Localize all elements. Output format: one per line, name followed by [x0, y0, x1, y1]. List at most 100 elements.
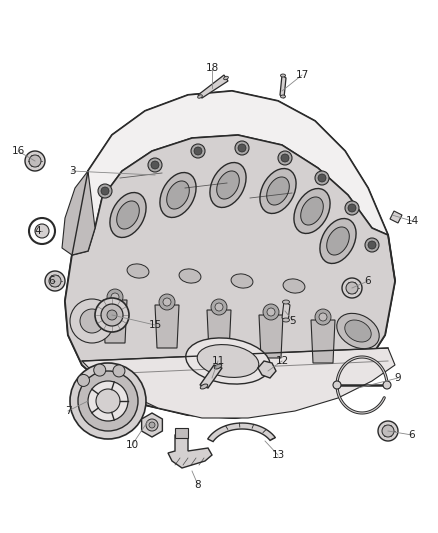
Ellipse shape: [186, 338, 270, 384]
Ellipse shape: [200, 384, 208, 389]
Circle shape: [101, 304, 123, 326]
Text: 3: 3: [69, 166, 75, 176]
Circle shape: [346, 282, 358, 294]
Ellipse shape: [210, 163, 246, 207]
Text: 15: 15: [148, 320, 162, 330]
Circle shape: [29, 155, 41, 167]
Circle shape: [211, 299, 227, 315]
Circle shape: [107, 289, 123, 305]
Polygon shape: [200, 365, 222, 388]
Circle shape: [149, 422, 155, 428]
Polygon shape: [65, 135, 395, 418]
Circle shape: [95, 298, 129, 332]
Text: 4: 4: [35, 226, 41, 236]
Polygon shape: [141, 413, 162, 437]
Circle shape: [345, 201, 359, 215]
Circle shape: [368, 241, 376, 249]
Circle shape: [49, 275, 61, 287]
Circle shape: [318, 174, 326, 182]
Circle shape: [365, 238, 379, 252]
Polygon shape: [259, 315, 283, 358]
Polygon shape: [207, 310, 231, 353]
Circle shape: [113, 365, 125, 377]
Ellipse shape: [214, 364, 222, 369]
Polygon shape: [82, 348, 395, 418]
Ellipse shape: [301, 197, 323, 225]
Circle shape: [194, 147, 202, 155]
Circle shape: [98, 184, 112, 198]
Circle shape: [382, 425, 394, 437]
Text: 8: 8: [194, 480, 201, 490]
Ellipse shape: [345, 320, 371, 342]
Circle shape: [70, 363, 146, 439]
Polygon shape: [280, 75, 286, 98]
Circle shape: [319, 313, 327, 321]
Ellipse shape: [224, 76, 228, 80]
Circle shape: [215, 303, 223, 311]
Text: 7: 7: [65, 406, 71, 416]
Polygon shape: [198, 75, 228, 98]
Circle shape: [342, 278, 362, 298]
Text: 9: 9: [395, 373, 401, 383]
Polygon shape: [175, 428, 188, 438]
Ellipse shape: [127, 264, 149, 278]
Ellipse shape: [179, 269, 201, 283]
Text: 13: 13: [272, 450, 285, 460]
Text: 16: 16: [11, 146, 25, 156]
Ellipse shape: [320, 219, 356, 263]
Polygon shape: [155, 305, 179, 348]
Circle shape: [333, 381, 341, 389]
Circle shape: [383, 381, 391, 389]
Text: 17: 17: [295, 70, 309, 80]
Circle shape: [146, 419, 158, 431]
Ellipse shape: [267, 177, 289, 205]
Circle shape: [96, 389, 120, 413]
Polygon shape: [390, 211, 402, 223]
Text: 10: 10: [125, 440, 138, 450]
Circle shape: [29, 218, 55, 244]
Ellipse shape: [327, 227, 349, 255]
Text: 6: 6: [409, 430, 415, 440]
Ellipse shape: [231, 274, 253, 288]
Circle shape: [94, 364, 106, 376]
Circle shape: [45, 271, 65, 291]
Circle shape: [348, 204, 356, 212]
Polygon shape: [208, 423, 276, 441]
Text: 14: 14: [406, 216, 419, 226]
Polygon shape: [258, 361, 276, 378]
Ellipse shape: [110, 192, 146, 238]
Ellipse shape: [280, 95, 286, 98]
Ellipse shape: [283, 300, 290, 304]
Polygon shape: [88, 91, 388, 251]
Polygon shape: [311, 320, 335, 363]
Circle shape: [80, 309, 104, 333]
Circle shape: [151, 161, 159, 169]
Circle shape: [70, 299, 114, 343]
Circle shape: [148, 158, 162, 172]
Ellipse shape: [197, 344, 259, 377]
Ellipse shape: [260, 168, 296, 214]
Circle shape: [101, 187, 109, 195]
Circle shape: [315, 171, 329, 185]
Circle shape: [107, 310, 117, 320]
Circle shape: [78, 374, 89, 386]
Polygon shape: [65, 91, 395, 418]
Ellipse shape: [294, 189, 330, 233]
Circle shape: [111, 293, 119, 301]
Circle shape: [263, 304, 279, 320]
Text: 18: 18: [205, 63, 219, 73]
Polygon shape: [62, 171, 95, 255]
Circle shape: [378, 421, 398, 441]
Polygon shape: [282, 301, 290, 321]
Ellipse shape: [280, 74, 286, 77]
Ellipse shape: [337, 313, 379, 349]
Ellipse shape: [283, 318, 290, 322]
Circle shape: [238, 144, 246, 152]
Ellipse shape: [217, 171, 239, 199]
Circle shape: [315, 309, 331, 325]
Text: 11: 11: [212, 356, 225, 366]
Ellipse shape: [117, 201, 139, 229]
Ellipse shape: [160, 173, 196, 217]
Circle shape: [78, 371, 138, 431]
Text: 6: 6: [49, 276, 55, 286]
